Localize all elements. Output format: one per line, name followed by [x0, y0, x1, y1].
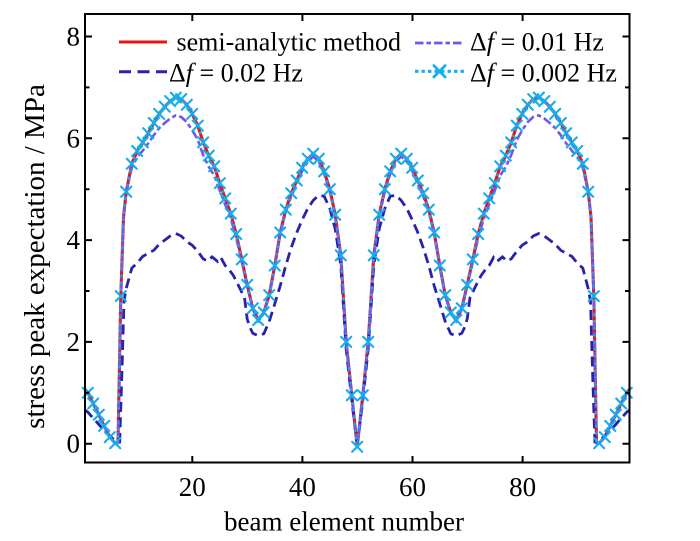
svg-text:2: 2 — [67, 327, 81, 357]
svg-text:0: 0 — [67, 429, 81, 459]
svg-text:4: 4 — [67, 225, 81, 255]
svg-text:beam element number: beam element number — [224, 507, 464, 537]
svg-text:Δf = 0.002 Hz: Δf = 0.002 Hz — [470, 59, 617, 88]
svg-text:8: 8 — [67, 22, 81, 52]
svg-text:60: 60 — [399, 472, 426, 502]
svg-text:semi-analytic method: semi-analytic method — [177, 28, 402, 57]
svg-text:40: 40 — [289, 472, 316, 502]
svg-text:Δf = 0.02 Hz: Δf = 0.02 Hz — [169, 59, 303, 88]
svg-text:6: 6 — [67, 123, 81, 153]
svg-text:20: 20 — [179, 472, 206, 502]
svg-text:Δf = 0.01 Hz: Δf = 0.01 Hz — [470, 28, 604, 57]
svg-text:stress peak expectation / MPa: stress peak expectation / MPa — [19, 84, 51, 429]
svg-text:80: 80 — [509, 472, 536, 502]
